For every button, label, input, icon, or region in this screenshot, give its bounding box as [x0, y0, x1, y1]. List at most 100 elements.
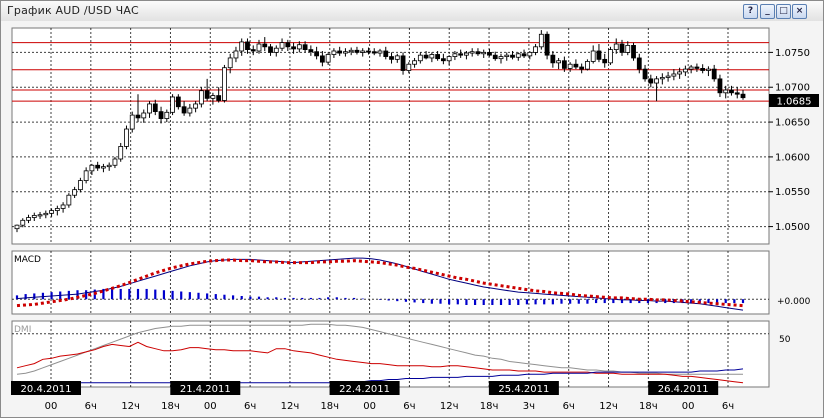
candle-bear — [694, 66, 700, 69]
macd-line — [16, 257, 744, 311]
hour-tick-label: 12ч — [281, 401, 300, 412]
title-bar: График AUD /USD ЧАС ? _ □ × — [1, 1, 823, 22]
candle-bull — [654, 78, 659, 84]
candle-bear — [602, 58, 608, 64]
price-tick-label: 1.0550 — [775, 187, 810, 198]
candle-bear — [181, 106, 187, 114]
candle-bull — [446, 56, 452, 62]
candle-bull — [26, 217, 31, 221]
candle-bull — [481, 51, 487, 55]
candle-bull — [464, 52, 469, 56]
macd-title: MACD — [14, 255, 41, 265]
candle-bull — [89, 164, 95, 172]
dmi-panel — [11, 320, 770, 388]
time-axis: 00 6ч 12ч 18ч 00 6ч 12ч 18ч 00 6ч 12ч 18ч 3ч 6ч 12ч 18ч… — [11, 381, 734, 412]
candle-bear — [302, 44, 308, 50]
hour-tick-label: 6ч — [403, 401, 415, 412]
hour-tick-label: 12ч — [440, 401, 459, 412]
date-tick-label: 26.4.2011 — [658, 384, 709, 395]
candle-bull — [567, 63, 573, 69]
candle-bear — [158, 111, 164, 119]
candle-bull — [625, 45, 631, 53]
candle-bull — [608, 49, 613, 64]
hour-tick-label: 12ч — [599, 401, 618, 412]
candle-bull — [14, 224, 20, 230]
hour-tick-label: 00 — [682, 401, 695, 412]
dmi-tick-50: 50 — [779, 335, 791, 345]
candle-bull — [106, 164, 112, 168]
price-tick-label: 1.0600 — [775, 152, 810, 163]
macd-indicator — [15, 257, 745, 311]
candle-bull — [256, 43, 262, 52]
current-price-marker — [769, 94, 819, 107]
dmi-plus_di-line — [16, 341, 744, 384]
candle-bull — [147, 103, 152, 114]
candle-bear — [492, 54, 498, 60]
candle-bull — [348, 49, 354, 53]
date-tick-label: 25.4.2011 — [498, 384, 549, 395]
candle-bear — [268, 46, 273, 53]
candle-bull — [187, 107, 193, 114]
candle-bull — [72, 189, 78, 196]
candle-bear — [400, 55, 406, 71]
candle-bull — [279, 42, 285, 49]
chart-area[interactable]: 1.0750 1.0700 1.0650 1.0600 1.0550 1.0500 1.0… — [1, 21, 823, 417]
candle-bull — [49, 210, 54, 214]
candle-bull — [515, 53, 521, 58]
candle-bull — [37, 214, 43, 217]
candle-bear — [319, 55, 325, 63]
candle-bear — [366, 50, 371, 53]
candle-bear — [262, 43, 268, 48]
candle-bull — [54, 208, 60, 211]
candle-bear — [250, 49, 256, 52]
candle-bull — [141, 112, 147, 119]
help-button[interactable]: ? — [743, 4, 758, 19]
date-tick-label: 20.4.2011 — [21, 384, 72, 395]
hour-tick-label: 18ч — [161, 401, 180, 412]
candle-bull — [665, 75, 671, 78]
candle-bear — [435, 54, 441, 60]
price-tick-label: 1.0700 — [775, 83, 810, 94]
candle-bull — [331, 50, 337, 55]
hour-tick-label: 18ч — [320, 401, 339, 412]
current-price-label: 1.0685 — [777, 97, 812, 108]
candle-bear — [619, 43, 625, 53]
candle-bull — [527, 51, 533, 57]
candle-bear — [740, 93, 746, 99]
candle-bull — [198, 90, 204, 105]
date-tick-label: 21.4.2011 — [180, 384, 231, 395]
price-tick-label: 1.0750 — [775, 48, 810, 59]
candle-bear — [152, 103, 158, 113]
candle-bull — [406, 63, 412, 71]
candle-bull — [233, 50, 239, 59]
date-marker-box — [11, 381, 81, 395]
candle-bear — [204, 90, 210, 99]
hour-tick-label: 00 — [204, 401, 217, 412]
minimize-button[interactable]: _ — [760, 4, 775, 19]
hour-tick-label: 3ч — [523, 401, 535, 412]
macd-panel — [11, 250, 770, 315]
candle-bear — [711, 68, 717, 80]
candle-bull — [273, 47, 279, 53]
candle-bear — [458, 53, 464, 56]
window-title: График AUD /USD ЧАС — [7, 4, 139, 17]
price-tick-label: 1.0650 — [775, 118, 810, 129]
candle-bear — [717, 78, 723, 94]
candle-bull — [77, 180, 83, 191]
price-axis: 1.0750 1.0700 1.0650 1.0600 1.0550 1.0500 — [769, 48, 810, 233]
candle-bull — [66, 194, 72, 206]
candle-bear — [371, 51, 377, 54]
candle-bear — [95, 164, 101, 169]
candle-bear — [636, 57, 642, 70]
close-button[interactable]: × — [792, 4, 807, 19]
hour-tick-label: 00 — [363, 401, 376, 412]
maximize-button[interactable]: □ — [776, 4, 791, 19]
candle-bull — [688, 66, 694, 70]
candle-bear — [314, 51, 320, 57]
dmi-minus_di-line — [17, 368, 744, 384]
candle-bull — [677, 71, 683, 75]
candle-bear — [308, 49, 314, 53]
candle-bear — [544, 33, 550, 56]
candle-bull — [556, 60, 562, 64]
